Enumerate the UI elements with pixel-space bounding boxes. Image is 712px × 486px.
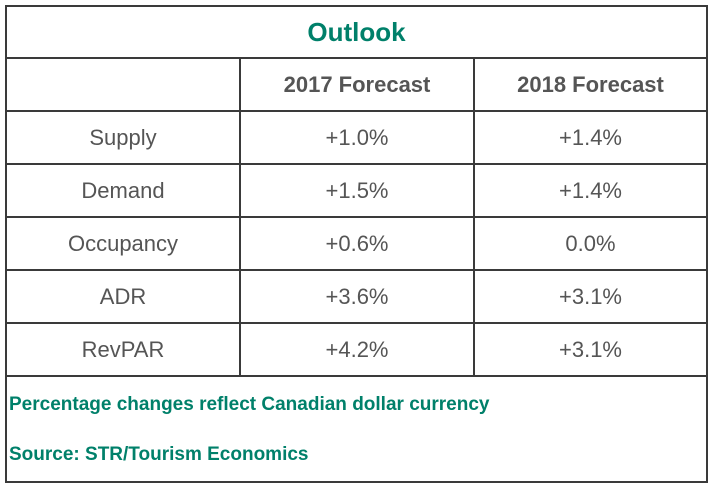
row-label: RevPAR bbox=[5, 322, 241, 377]
source-note: Source: STR/Tourism Economics bbox=[9, 444, 309, 465]
table-row: Occupancy +0.6% 0.0% bbox=[5, 216, 708, 271]
row-label: Supply bbox=[5, 110, 241, 165]
footer-cell: Percentage changes reflect Canadian doll… bbox=[5, 375, 708, 483]
row-label: Occupancy bbox=[5, 216, 241, 271]
value-2018: +1.4% bbox=[473, 110, 708, 165]
table-row: RevPAR +4.2% +3.1% bbox=[5, 322, 708, 377]
table-row: ADR +3.6% +3.1% bbox=[5, 269, 708, 324]
table-title: Outlook bbox=[5, 5, 708, 59]
currency-note: Percentage changes reflect Canadian doll… bbox=[9, 394, 490, 415]
value-2018: +1.4% bbox=[473, 163, 708, 218]
table-row: Supply +1.0% +1.4% bbox=[5, 110, 708, 165]
header-2017: 2017 Forecast bbox=[239, 57, 475, 112]
value-2017: +4.2% bbox=[239, 322, 475, 377]
row-label: Demand bbox=[5, 163, 241, 218]
header-2018: 2018 Forecast bbox=[473, 57, 708, 112]
value-2017: +3.6% bbox=[239, 269, 475, 324]
value-2018: +3.1% bbox=[473, 322, 708, 377]
header-empty bbox=[5, 57, 241, 112]
row-label: ADR bbox=[5, 269, 241, 324]
outlook-table: Outlook 2017 Forecast 2018 Forecast Supp… bbox=[5, 5, 708, 483]
value-2017: +0.6% bbox=[239, 216, 475, 271]
value-2017: +1.5% bbox=[239, 163, 475, 218]
value-2018: +3.1% bbox=[473, 269, 708, 324]
value-2017: +1.0% bbox=[239, 110, 475, 165]
header-row: 2017 Forecast 2018 Forecast bbox=[5, 57, 708, 112]
table-row: Demand +1.5% +1.4% bbox=[5, 163, 708, 218]
value-2018: 0.0% bbox=[473, 216, 708, 271]
